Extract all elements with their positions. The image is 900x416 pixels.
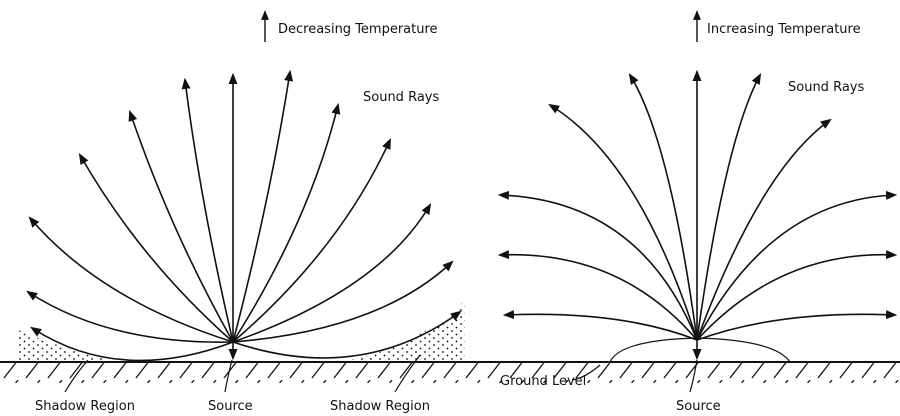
left-rays bbox=[26, 69, 462, 362]
source-label: Source bbox=[676, 399, 721, 414]
shadow-left bbox=[18, 330, 110, 360]
right-rays bbox=[497, 69, 898, 363]
ground-label: Ground Level bbox=[500, 374, 586, 389]
ground bbox=[0, 361, 900, 383]
shadow-label: Shadow Region bbox=[35, 399, 135, 414]
rays-label: Sound Rays bbox=[788, 80, 864, 95]
source-label: Source bbox=[208, 399, 253, 414]
title: Increasing Temperature bbox=[707, 22, 861, 37]
shadow-right bbox=[350, 300, 465, 360]
rays-label: Sound Rays bbox=[363, 90, 439, 105]
leaders bbox=[64, 354, 698, 393]
title: Decreasing Temperature bbox=[278, 22, 438, 37]
shadow-label: Shadow Region bbox=[330, 399, 430, 414]
